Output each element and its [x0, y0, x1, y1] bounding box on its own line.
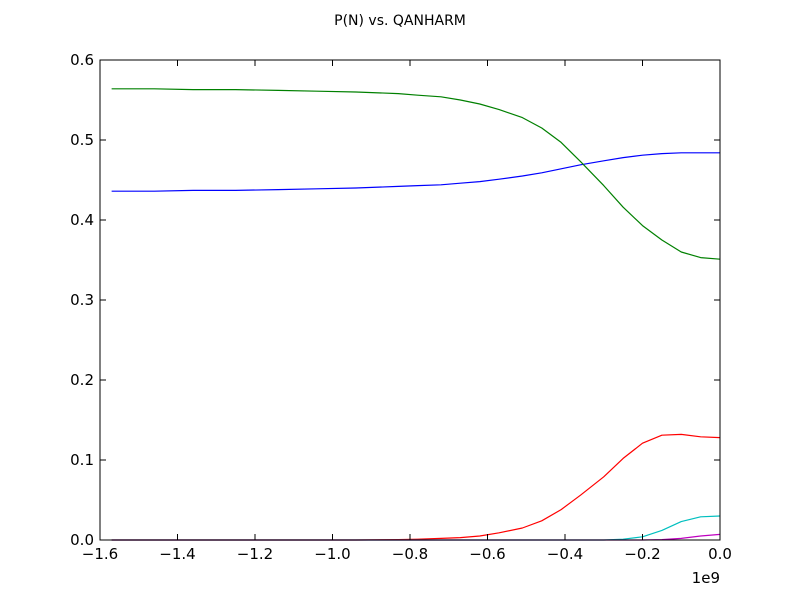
series-line-1 — [111, 152, 720, 192]
y-tick-label: 0.4 — [70, 211, 94, 229]
x-tick-label: 0.0 — [708, 545, 732, 563]
x-tick-label: −0.6 — [469, 545, 505, 563]
y-tick-label: 0.1 — [70, 451, 94, 469]
plot-frame — [99, 59, 721, 541]
chart-title: P(N) vs. QANHARM — [334, 13, 466, 29]
x-tick-label: −0.8 — [392, 545, 428, 563]
series-line-2 — [111, 88, 721, 260]
y-tick-label: 0.0 — [70, 531, 94, 549]
x-tick-label: −1.0 — [314, 545, 350, 563]
x-tick-label: −1.6 — [82, 545, 118, 563]
x-tick-label: −0.2 — [624, 545, 660, 563]
x-tick-label: −1.4 — [159, 545, 195, 563]
x-tick-label: −0.4 — [547, 545, 583, 563]
x-tick-label: −1.2 — [237, 545, 273, 563]
y-tick-label: 0.5 — [70, 131, 94, 149]
y-tick-label: 0.3 — [70, 291, 94, 309]
y-tick-label: 0.6 — [70, 51, 94, 69]
y-tick-label: 0.2 — [70, 371, 94, 389]
tick-layer: −1.6 −1.4 −1.2 −1.0 −0.8 −0.6 −0.4 −0.2 0.0 0.0 0.… — [70, 51, 732, 563]
x-offset-label: 1e9 — [692, 569, 720, 587]
